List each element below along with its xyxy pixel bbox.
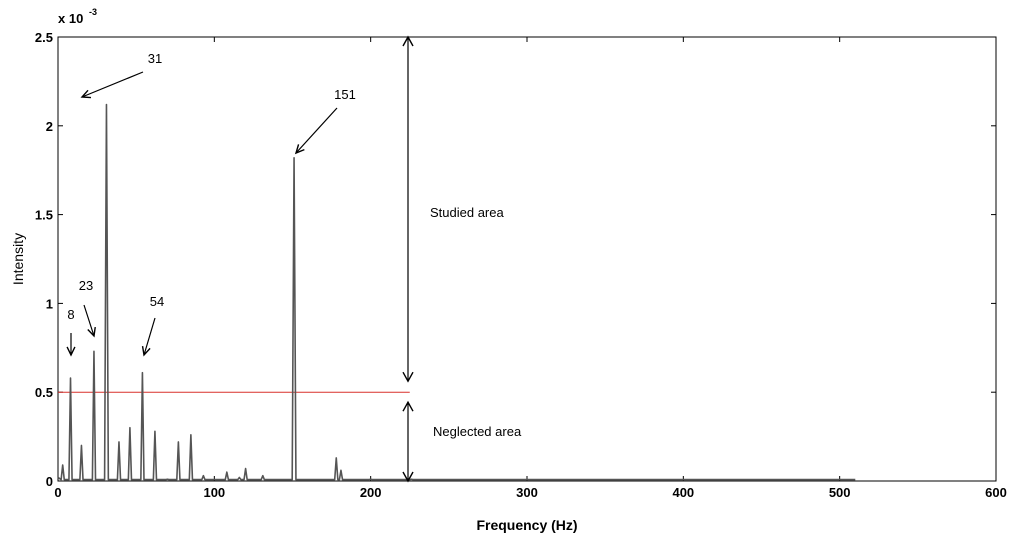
region-arrowhead [402, 471, 414, 483]
axis-ticks [57, 36, 997, 482]
x-axis-title: Frequency (Hz) [476, 517, 577, 533]
y-tick-label: 0.5 [35, 385, 53, 400]
peak-arrow-shaft [295, 107, 338, 154]
peak-label: 23 [79, 278, 93, 293]
peak-arrowhead [66, 346, 76, 357]
y-tick-label: 0 [46, 474, 53, 489]
region-arrowhead [402, 400, 414, 412]
x-tick-label: 300 [516, 485, 538, 500]
peak-arrowhead [87, 326, 96, 338]
x-tick-label: 0 [54, 485, 61, 500]
y-scale-label: x 10 [58, 11, 83, 26]
region-label: Neglected area [433, 424, 522, 439]
peak-label: 31 [148, 51, 162, 66]
y-tick-label: 1 [46, 296, 53, 311]
peak-arrowhead [80, 89, 92, 99]
peak-arrow-shaft [143, 317, 156, 356]
peak-annotations: 8 23 31 54 151 [66, 51, 356, 357]
region-arrowhead [402, 35, 414, 47]
x-tick-label: 400 [672, 485, 694, 500]
y-tick-label: 2 [46, 119, 53, 134]
y-tick-label: 2.5 [35, 30, 53, 45]
peak-label: 54 [150, 294, 164, 309]
peak-arrowhead [294, 144, 305, 155]
peak-arrow-shaft [83, 304, 95, 337]
x-tick-label: 600 [985, 485, 1007, 500]
y-tick-labels: 0 0.5 1 1.5 2 2.5 [35, 30, 53, 489]
spectrum-series-line [57, 103, 856, 481]
x-tick-labels: 0 100 200 300 400 500 600 [54, 485, 1006, 500]
region-label: Studied area [430, 205, 504, 220]
peak-label: 8 [67, 307, 74, 322]
y-axis-title: Intensity [10, 233, 26, 285]
y-tick-label: 1.5 [35, 208, 53, 223]
peak-arrow-shaft [81, 71, 144, 98]
region-markers: Studied area Neglected area [402, 35, 522, 483]
y-scale-exponent: -3 [89, 7, 97, 17]
series-group [57, 103, 856, 481]
plot-frame [57, 36, 997, 482]
x-tick-label: 200 [360, 485, 382, 500]
x-tick-label: 500 [829, 485, 851, 500]
x-tick-label: 100 [203, 485, 225, 500]
region-arrowhead [402, 371, 414, 383]
peak-label: 151 [334, 87, 356, 102]
peak-arrowhead [141, 346, 151, 357]
